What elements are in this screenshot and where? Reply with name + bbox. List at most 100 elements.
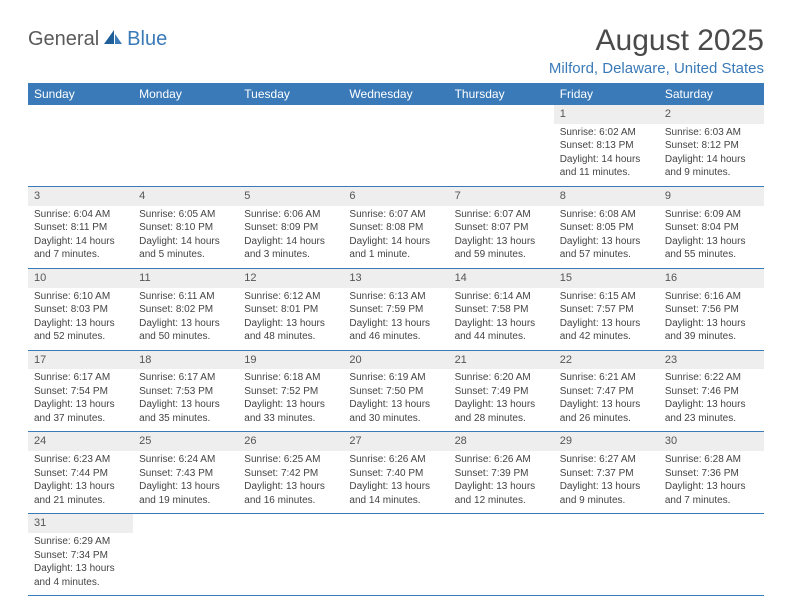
day-body: Sunrise: 6:10 AMSunset: 8:03 PMDaylight:… — [28, 288, 133, 350]
day-body: Sunrise: 6:14 AMSunset: 7:58 PMDaylight:… — [449, 288, 554, 350]
day-sunrise: Sunrise: 6:06 AM — [244, 208, 337, 222]
calendar-cell: 17Sunrise: 6:17 AMSunset: 7:54 PMDayligh… — [28, 350, 133, 432]
brand-logo: General Blue — [28, 24, 167, 51]
calendar-cell: 8Sunrise: 6:08 AMSunset: 8:05 PMDaylight… — [554, 186, 659, 268]
day-number: 10 — [28, 269, 133, 288]
day-daylight: Daylight: 13 hours and 7 minutes. — [665, 480, 758, 507]
day-number: 25 — [133, 432, 238, 451]
calendar-row: 31 Sunrise: 6:29 AMSunset: 7:34 PMDayligh… — [28, 514, 764, 596]
day-body: Sunrise: 6:08 AMSunset: 8:05 PMDaylight:… — [554, 206, 659, 268]
day-body: Sunrise: 6:13 AMSunset: 7:59 PMDaylight:… — [343, 288, 448, 350]
day-number: 2 — [659, 105, 764, 124]
day-number: 8 — [554, 187, 659, 206]
day-number: 14 — [449, 269, 554, 288]
calendar-cell: 21Sunrise: 6:20 AMSunset: 7:49 PMDayligh… — [449, 350, 554, 432]
day-sunset: Sunset: 8:04 PM — [665, 221, 758, 235]
day-number: 18 — [133, 351, 238, 370]
day-sunrise: Sunrise: 6:26 AM — [455, 453, 548, 467]
day-daylight: Daylight: 13 hours and 4 minutes. — [34, 562, 127, 589]
day-sunrise: Sunrise: 6:08 AM — [560, 208, 653, 222]
day-sunrise: Sunrise: 6:18 AM — [244, 371, 337, 385]
calendar-cell: 15Sunrise: 6:15 AMSunset: 7:57 PMDayligh… — [554, 268, 659, 350]
day-sunset: Sunset: 7:43 PM — [139, 467, 232, 481]
day-sunset: Sunset: 8:10 PM — [139, 221, 232, 235]
calendar-row: 17Sunrise: 6:17 AMSunset: 7:54 PMDayligh… — [28, 350, 764, 432]
day-daylight: Daylight: 13 hours and 14 minutes. — [349, 480, 442, 507]
calendar-cell: 6Sunrise: 6:07 AMSunset: 8:08 PMDaylight… — [343, 186, 448, 268]
calendar-cell: 23Sunrise: 6:22 AMSunset: 7:46 PMDayligh… — [659, 350, 764, 432]
day-sunrise: Sunrise: 6:24 AM — [139, 453, 232, 467]
day-number: 6 — [343, 187, 448, 206]
day-number: 22 — [554, 351, 659, 370]
calendar-table: SundayMondayTuesdayWednesdayThursdayFrid… — [28, 83, 764, 596]
day-number: 1 — [554, 105, 659, 124]
day-sunset: Sunset: 7:58 PM — [455, 303, 548, 317]
day-number: 31 — [28, 514, 133, 533]
day-sunrise: Sunrise: 6:11 AM — [139, 290, 232, 304]
day-sunset: Sunset: 7:50 PM — [349, 385, 442, 399]
calendar-cell: 1Sunrise: 6:02 AMSunset: 8:13 PMDaylight… — [554, 105, 659, 186]
day-daylight: Daylight: 14 hours and 7 minutes. — [34, 235, 127, 262]
calendar-cell: . — [28, 105, 133, 186]
calendar-cell: 18Sunrise: 6:17 AMSunset: 7:53 PMDayligh… — [133, 350, 238, 432]
day-sunset: Sunset: 7:37 PM — [560, 467, 653, 481]
day-sunrise: Sunrise: 6:27 AM — [560, 453, 653, 467]
day-sunset: Sunset: 7:36 PM — [665, 467, 758, 481]
calendar-cell: 16Sunrise: 6:16 AMSunset: 7:56 PMDayligh… — [659, 268, 764, 350]
day-sunrise: Sunrise: 6:21 AM — [560, 371, 653, 385]
day-sunrise: Sunrise: 6:29 AM — [34, 535, 127, 549]
calendar-row: 3Sunrise: 6:04 AMSunset: 8:11 PMDaylight… — [28, 186, 764, 268]
day-daylight: Daylight: 13 hours and 50 minutes. — [139, 317, 232, 344]
day-sunrise: Sunrise: 6:16 AM — [665, 290, 758, 304]
day-daylight: Daylight: 14 hours and 5 minutes. — [139, 235, 232, 262]
day-daylight: Daylight: 13 hours and 48 minutes. — [244, 317, 337, 344]
day-number: 4 — [133, 187, 238, 206]
day-body: Sunrise: 6:22 AMSunset: 7:46 PMDaylight:… — [659, 369, 764, 431]
day-sunset: Sunset: 8:08 PM — [349, 221, 442, 235]
day-sunrise: Sunrise: 6:10 AM — [34, 290, 127, 304]
day-number: 30 — [659, 432, 764, 451]
weekday-row: SundayMondayTuesdayWednesdayThursdayFrid… — [28, 83, 764, 105]
day-sunset: Sunset: 7:46 PM — [665, 385, 758, 399]
day-body: Sunrise: 6:11 AMSunset: 8:02 PMDaylight:… — [133, 288, 238, 350]
calendar-cell: 29Sunrise: 6:27 AMSunset: 7:37 PMDayligh… — [554, 432, 659, 514]
calendar-cell: . — [238, 514, 343, 596]
calendar-cell: 25Sunrise: 6:24 AMSunset: 7:43 PMDayligh… — [133, 432, 238, 514]
calendar-cell: 20Sunrise: 6:19 AMSunset: 7:50 PMDayligh… — [343, 350, 448, 432]
day-sunrise: Sunrise: 6:19 AM — [349, 371, 442, 385]
day-sunset: Sunset: 7:44 PM — [34, 467, 127, 481]
calendar-cell: 30Sunrise: 6:28 AMSunset: 7:36 PMDayligh… — [659, 432, 764, 514]
day-body: Sunrise: 6:12 AMSunset: 8:01 PMDaylight:… — [238, 288, 343, 350]
day-sunrise: Sunrise: 6:07 AM — [349, 208, 442, 222]
calendar-body: .....1Sunrise: 6:02 AMSunset: 8:13 PMDay… — [28, 105, 764, 596]
day-daylight: Daylight: 13 hours and 33 minutes. — [244, 398, 337, 425]
day-number: 13 — [343, 269, 448, 288]
day-sunrise: Sunrise: 6:17 AM — [34, 371, 127, 385]
day-sunrise: Sunrise: 6:09 AM — [665, 208, 758, 222]
calendar-cell: . — [343, 105, 448, 186]
day-sunrise: Sunrise: 6:05 AM — [139, 208, 232, 222]
calendar-cell: . — [449, 514, 554, 596]
day-body: Sunrise: 6:24 AMSunset: 7:43 PMDaylight:… — [133, 451, 238, 513]
day-sunset: Sunset: 8:09 PM — [244, 221, 337, 235]
day-body: Sunrise: 6:28 AMSunset: 7:36 PMDaylight:… — [659, 451, 764, 513]
day-number: 7 — [449, 187, 554, 206]
day-sunset: Sunset: 8:05 PM — [560, 221, 653, 235]
day-sunset: Sunset: 8:02 PM — [139, 303, 232, 317]
day-daylight: Daylight: 13 hours and 26 minutes. — [560, 398, 653, 425]
day-daylight: Daylight: 14 hours and 11 minutes. — [560, 153, 653, 180]
month-title: August 2025 — [549, 24, 764, 58]
day-number: 11 — [133, 269, 238, 288]
day-sunset: Sunset: 8:12 PM — [665, 139, 758, 153]
day-daylight: Daylight: 13 hours and 57 minutes. — [560, 235, 653, 262]
day-sunrise: Sunrise: 6:04 AM — [34, 208, 127, 222]
calendar-cell: 26Sunrise: 6:25 AMSunset: 7:42 PMDayligh… — [238, 432, 343, 514]
weekday-header: Wednesday — [343, 83, 448, 105]
day-sunrise: Sunrise: 6:23 AM — [34, 453, 127, 467]
day-number: 17 — [28, 351, 133, 370]
weekday-header: Friday — [554, 83, 659, 105]
day-sunset: Sunset: 7:34 PM — [34, 549, 127, 563]
calendar-cell: 13Sunrise: 6:13 AMSunset: 7:59 PMDayligh… — [343, 268, 448, 350]
day-body: Sunrise: 6:04 AMSunset: 8:11 PMDaylight:… — [28, 206, 133, 268]
day-sunrise: Sunrise: 6:20 AM — [455, 371, 548, 385]
